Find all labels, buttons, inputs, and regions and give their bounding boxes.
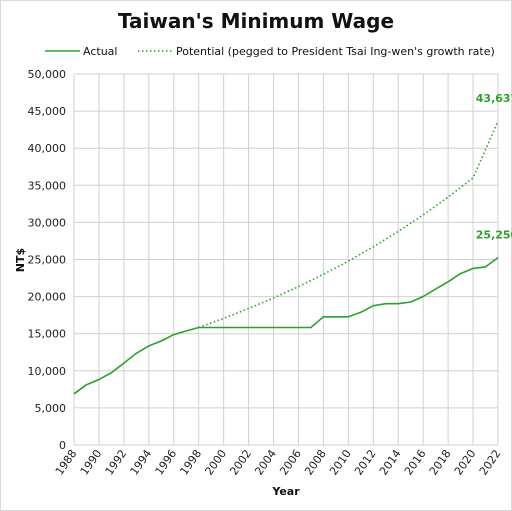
y-axis-label: NT$: [14, 248, 27, 272]
x-tick-label: 2002: [227, 447, 254, 477]
grid: [73, 73, 499, 446]
data-label: 25,250: [476, 229, 512, 242]
y-tick-label: 45,000: [28, 105, 67, 118]
y-tick-label: 20,000: [28, 291, 67, 304]
y-tick-label: 15,000: [28, 328, 67, 341]
x-tick-label: 2000: [202, 447, 229, 477]
x-tick-label: 2020: [452, 447, 479, 477]
y-tick-label: 0: [59, 439, 66, 452]
series-lines: [73, 120, 499, 395]
x-tick-label: 2014: [377, 447, 404, 477]
x-axis-ticks: 1988199019921994199619982000200220042006…: [53, 447, 504, 477]
y-tick-label: 25,000: [28, 254, 67, 267]
y-tick-label: 10,000: [28, 365, 67, 378]
x-tick-label: 1992: [103, 447, 130, 477]
x-tick-label: 1996: [153, 447, 180, 477]
series-line-potential: [198, 120, 499, 329]
y-tick-label: 50,000: [28, 68, 67, 81]
x-tick-label: 2010: [327, 447, 354, 477]
legend-label-potential: Potential (pegged to President Tsai Ing-…: [176, 45, 495, 58]
legend: Actual Potential (pegged to President Ts…: [45, 45, 495, 58]
legend-label-actual: Actual: [83, 45, 117, 58]
x-tick-label: 1988: [53, 447, 80, 477]
data-label: 43,637: [476, 92, 512, 105]
x-tick-label: 2018: [427, 447, 454, 477]
x-tick-label: 2016: [402, 447, 429, 477]
x-tick-label: 2012: [352, 447, 379, 477]
x-tick-label: 1998: [177, 447, 204, 477]
y-axis-ticks: 0 5,000 10,000 15,000 20,000 25,000 30,000 35,0…: [28, 68, 67, 452]
x-tick-label: 2008: [302, 447, 329, 477]
y-tick-label: 40,000: [28, 142, 67, 155]
y-tick-label: 35,000: [28, 179, 67, 192]
series-line-actual: [73, 256, 499, 395]
y-tick-label: 5,000: [35, 402, 67, 415]
x-tick-label: 1994: [128, 447, 155, 477]
data-labels: 43,637 25,250: [476, 92, 512, 241]
x-tick-label: 2022: [477, 447, 504, 477]
y-tick-label: 30,000: [28, 216, 67, 229]
x-tick-label: 2006: [277, 447, 304, 477]
x-tick-label: 1990: [78, 447, 105, 477]
x-axis-label: Year: [271, 485, 300, 498]
chart-title: Taiwan's Minimum Wage: [118, 9, 394, 33]
x-tick-label: 2004: [252, 447, 279, 477]
